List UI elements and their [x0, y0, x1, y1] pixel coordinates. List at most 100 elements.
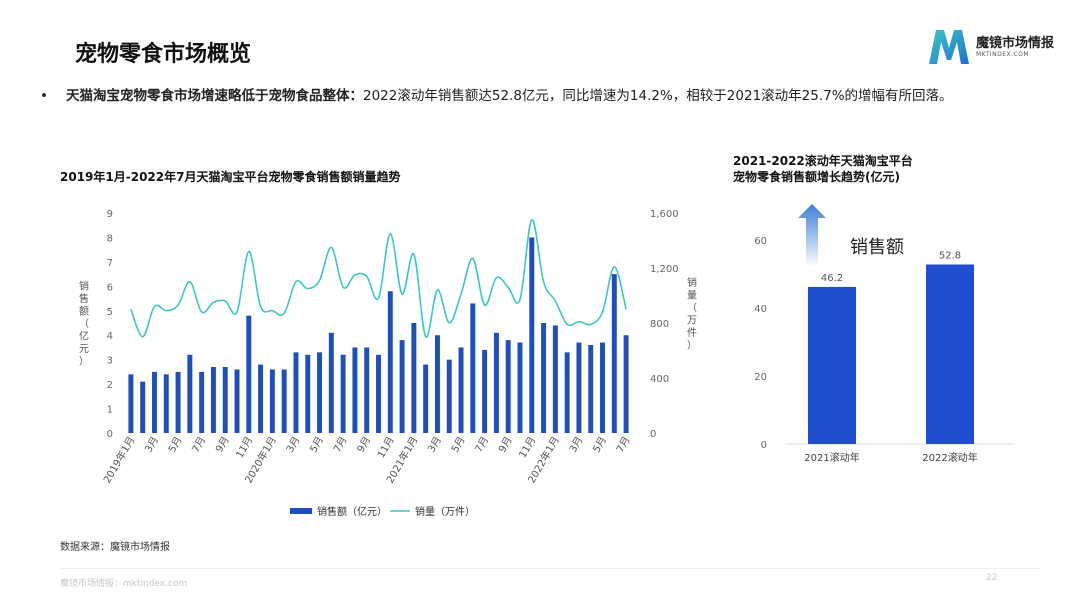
sales-bar — [258, 364, 264, 433]
sales-bar — [328, 332, 334, 433]
sales-bar — [541, 323, 547, 433]
x-tick-label: 11月 — [234, 435, 256, 461]
sales-bar — [517, 342, 523, 433]
y-tick-label: 8 — [107, 233, 113, 244]
sales-bar — [128, 374, 134, 433]
sales-bar — [281, 369, 287, 433]
sales-bar — [222, 367, 228, 433]
data-source: 数据来源：魔镜市场情报 — [60, 542, 170, 553]
x-tick-label: 9月 — [213, 435, 232, 455]
sales-bar — [163, 374, 169, 433]
growth-annotation: 销售额 — [850, 237, 904, 258]
left-chart-title: 2019年1月-2022年7月天猫淘宝平台宠物零食销售额销量趋势 — [60, 170, 401, 184]
right-y-tick-label: 40 — [754, 304, 767, 315]
sales-bar — [505, 340, 511, 433]
x-tick-label: 7月 — [331, 435, 350, 455]
y-tick-label: 2 — [107, 380, 113, 391]
right-y-tick-label: 0 — [761, 440, 767, 451]
growth-arrow-icon — [798, 204, 826, 267]
legend-bar-label: 销售额（亿元） — [317, 505, 387, 518]
sales-bar — [529, 237, 535, 433]
y-tick-label: 1 — [107, 405, 113, 416]
sales-bar — [458, 347, 464, 433]
right-chart-title: 2021-2022滚动年天猫淘宝平台 宠物零食销售额增长趋势(亿元) — [733, 153, 913, 185]
sales-bar — [340, 354, 346, 433]
sales-bar — [600, 342, 605, 433]
y-axis-title: 销售额（亿元） — [79, 280, 89, 368]
sales-bar — [175, 371, 181, 433]
logo: 魔镜市场情报 MKTINDEX.COM — [926, 26, 1066, 70]
x-tick-label: 2019年1月 — [100, 434, 137, 485]
bar-value-label: 46.2 — [821, 273, 843, 284]
sales-bar — [564, 352, 570, 433]
sales-volume-line — [130, 219, 627, 338]
x-tick-label: 7月 — [614, 435, 633, 455]
y-tick-label: 3 — [107, 356, 113, 367]
right-x-tick-label: 2022滚动年 — [922, 451, 977, 464]
logo-sub: MKTINDEX.COM — [976, 51, 1030, 58]
bullet-dot: • — [40, 88, 48, 104]
sales-bar — [140, 381, 146, 433]
right-bar-chart: 0 20 40 60 46.2 52.8 2021滚动年 2022滚动年 销售额 — [754, 204, 1015, 464]
x-tick-label: 7月 — [190, 435, 209, 455]
bar-value-label: 52.8 — [939, 250, 961, 261]
right-y-tick-label: 20 — [754, 372, 767, 383]
y-tick-label: 4 — [107, 331, 113, 342]
y2-tick-label: 0 — [650, 429, 656, 440]
y2-tick-label: 1,600 — [650, 209, 679, 220]
sales-bar — [399, 340, 405, 433]
rolling-year-bar — [808, 286, 856, 444]
x-tick-label: 5月 — [449, 435, 468, 455]
x-tick-label: 11月 — [375, 435, 397, 461]
sales-bar — [434, 335, 440, 433]
y2-tick-label: 1,200 — [650, 264, 679, 275]
sales-bar — [199, 371, 205, 433]
summary-bullet: • 天猫淘宝宠物零食市场增速略低于宠物食品整体：2022滚动年销售额达52.8亿元… — [40, 84, 953, 104]
sales-bar — [293, 352, 299, 433]
y-tick-label: 6 — [107, 282, 113, 293]
sales-bar — [446, 359, 452, 433]
sales-bar — [364, 347, 370, 433]
y2-tick-label: 800 — [650, 319, 669, 330]
logo-icon — [929, 30, 969, 64]
page-title: 宠物零食市场概览 — [75, 42, 252, 67]
sales-bar — [552, 325, 558, 433]
sales-bar — [317, 352, 323, 433]
legend-line-label: 销量（万件） — [415, 505, 475, 518]
x-tick-label: 9月 — [496, 435, 515, 455]
summary-bold: 天猫淘宝宠物零食市场增速略低于宠物食品整体： — [66, 88, 363, 104]
sales-bar — [210, 367, 216, 433]
page-number: 22 — [986, 573, 998, 583]
right-y-tick-label: 60 — [754, 236, 767, 247]
x-tick-label: 9月 — [355, 435, 374, 455]
sales-bar — [269, 369, 275, 433]
y2-axis-title: 销量（万件） — [687, 276, 697, 352]
sales-bar — [376, 354, 381, 433]
sales-bar — [152, 371, 157, 433]
y-tick-label: 0 — [107, 429, 113, 440]
y-tick-label: 7 — [107, 258, 113, 269]
sales-bar — [387, 291, 393, 433]
sales-bar — [623, 335, 629, 433]
y-tick-label: 5 — [107, 307, 113, 318]
rolling-year-bar — [926, 264, 974, 444]
logo-name: 魔镜市场情报 — [976, 36, 1055, 51]
sales-bar — [493, 332, 499, 433]
x-tick-label: 3月 — [142, 435, 161, 455]
x-tick-label: 3月 — [567, 435, 586, 455]
summary-text: 2022滚动年销售额达52.8亿元，同比增速为14.2%，相较于2021滚动年2… — [363, 88, 953, 104]
x-tick-label: 5月 — [166, 435, 185, 455]
y2-tick-label: 400 — [650, 374, 669, 385]
x-tick-label: 7月 — [473, 435, 492, 455]
footer-divider — [60, 568, 1040, 569]
x-tick-label: 11月 — [517, 435, 539, 461]
right-chart-title-line-1: 2021-2022滚动年天猫淘宝平台 — [733, 154, 913, 168]
sales-bar — [187, 354, 193, 433]
sales-bar — [423, 364, 429, 433]
right-x-tick-label: 2021滚动年 — [804, 451, 859, 464]
x-tick-label: 3月 — [284, 435, 303, 455]
legend-bar-swatch — [290, 508, 312, 514]
sales-bar — [352, 347, 358, 433]
sales-bar — [234, 369, 240, 433]
sales-bar — [482, 349, 488, 433]
